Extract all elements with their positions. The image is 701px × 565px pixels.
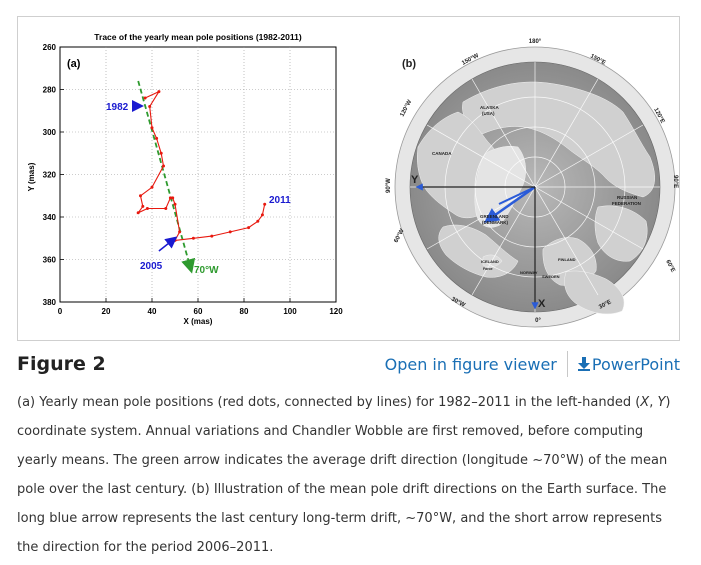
pole-point: [174, 203, 177, 206]
label-denmark: (DENMARK): [482, 220, 508, 225]
download-arrow-icon: [578, 357, 590, 371]
pole-point: [164, 207, 167, 210]
y-tick-label: 380: [43, 298, 57, 307]
pole-point: [157, 90, 160, 93]
y-tick-label: 340: [43, 213, 57, 222]
label-70w: 70°W: [194, 265, 219, 276]
pole-point: [178, 230, 181, 233]
label-2011: 2011: [269, 195, 291, 206]
pole-point: [263, 203, 266, 206]
pole-point: [144, 97, 147, 100]
x-tick-label: 60: [194, 307, 203, 316]
pole-point: [148, 105, 151, 108]
pole-point: [247, 226, 250, 229]
label-sweden: SWEDEN: [542, 274, 560, 279]
label-0: 0°: [535, 318, 541, 324]
powerpoint-link[interactable]: PowerPoint: [578, 355, 680, 374]
label-canada: CANADA: [432, 151, 452, 156]
pole-point: [137, 211, 140, 214]
pole-point: [229, 230, 232, 233]
caption-bar: Figure 2 Open in figure viewer PowerPoin…: [17, 346, 680, 382]
link-separator: [567, 351, 568, 377]
pole-point: [162, 165, 165, 168]
figure-caption: (a) Yearly mean pole positions (red dots…: [17, 388, 677, 562]
label-iceland: ICELAND: [481, 259, 499, 264]
y-tick-label: 260: [43, 43, 57, 52]
label-60e: 60°E: [664, 259, 675, 273]
label-greenland: GREENLAND: [480, 214, 509, 219]
x-tick-label: 20: [102, 307, 111, 316]
figure-title: Figure 2: [17, 353, 106, 375]
label-norway: NORWAY: [520, 270, 538, 275]
pole-point: [160, 152, 163, 155]
pole-point: [141, 205, 144, 208]
x-tick-label: 80: [240, 307, 249, 316]
pole-point: [151, 186, 154, 189]
x-tick-label: 120: [329, 307, 343, 316]
axis-label-x: X: [538, 298, 546, 310]
pole-point: [151, 126, 154, 129]
x-tick-label: 0: [58, 307, 63, 316]
panel-a-title: Trace of the yearly mean pole positions …: [94, 32, 302, 42]
label-90w: 90°W: [386, 178, 392, 193]
y-tick-label: 320: [43, 171, 57, 180]
panel-a: Trace of the yearly mean pole positions …: [27, 32, 343, 326]
figure-panel[interactable]: Trace of the yearly mean pole positions …: [17, 16, 680, 341]
label-finland: FINLAND: [558, 257, 576, 262]
panel-b-label: (b): [402, 58, 416, 70]
label-90e: 90°E: [672, 175, 678, 188]
label-1982: 1982: [106, 102, 129, 113]
label-faroe: Faroe: [483, 267, 493, 271]
caption-text-1: (a) Yearly mean pole positions (red dots…: [17, 395, 640, 410]
label-120w: 120°W: [399, 99, 413, 118]
open-figure-viewer-link[interactable]: Open in figure viewer: [385, 355, 557, 374]
pole-point: [210, 235, 213, 238]
caption-text-2: ) coordinate system. Annual variations a…: [17, 395, 670, 555]
caption-x: X: [640, 395, 649, 410]
y-axis-label: Y (mas): [27, 162, 36, 191]
figure-svg: Trace of the yearly mean pole positions …: [18, 17, 681, 342]
panel-a-label: (a): [67, 58, 81, 70]
y-tick-label: 300: [43, 128, 57, 137]
label-federation: FEDERATION: [612, 201, 641, 206]
pole-point: [139, 194, 142, 197]
label-2005: 2005: [140, 261, 163, 272]
y-tick-label: 360: [43, 256, 57, 265]
pole-point: [171, 196, 174, 199]
y-tick-label: 280: [43, 86, 57, 95]
figure-links: Open in figure viewer PowerPoint: [385, 351, 680, 377]
pole-point: [146, 207, 149, 210]
pole-point: [256, 220, 259, 223]
label-russian: RUSSIAN: [617, 195, 637, 200]
label-alaska: ALASKA: [480, 105, 499, 110]
panel-b-map: (b) 180° 150°W 150°E 120°W 120°E 90°W 90…: [386, 39, 678, 327]
label-180: 180°: [529, 39, 542, 45]
x-tick-label: 40: [148, 307, 157, 316]
powerpoint-label: PowerPoint: [592, 355, 680, 374]
label-usa: (USA): [482, 111, 495, 116]
pole-point: [261, 213, 264, 216]
pole-point: [155, 137, 158, 140]
pole-point: [192, 237, 195, 240]
x-axis-label: X (mas): [184, 317, 213, 326]
axis-label-y: Y: [411, 174, 419, 186]
x-tick-label: 100: [283, 307, 297, 316]
